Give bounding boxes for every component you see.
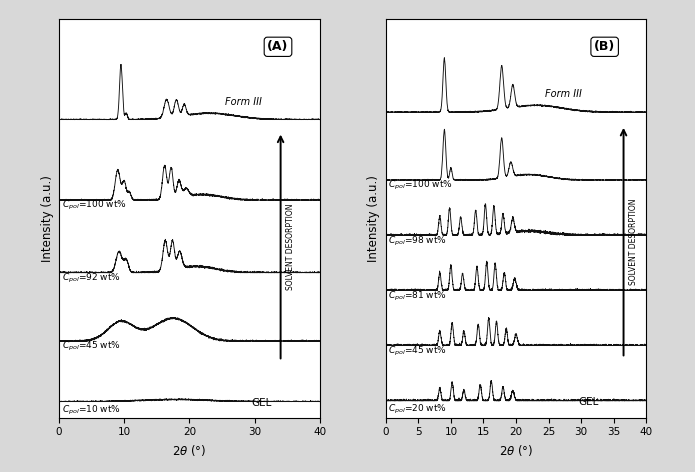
Text: $C_{pol}$=10 wt%: $C_{pol}$=10 wt% bbox=[63, 404, 122, 417]
Text: $C_{pol}$=45 wt%: $C_{pol}$=45 wt% bbox=[63, 340, 122, 354]
Text: (B): (B) bbox=[594, 40, 615, 53]
X-axis label: 2$\theta$ (°): 2$\theta$ (°) bbox=[499, 443, 533, 458]
Text: Form III: Form III bbox=[546, 89, 582, 100]
Text: GEL: GEL bbox=[252, 397, 272, 408]
Text: $C_{pol}$=100 wt%: $C_{pol}$=100 wt% bbox=[63, 199, 127, 212]
Text: $C_{pol}$=100 wt%: $C_{pol}$=100 wt% bbox=[388, 179, 452, 193]
X-axis label: 2$\theta$ (°): 2$\theta$ (°) bbox=[172, 443, 206, 458]
Text: Form III: Form III bbox=[225, 98, 262, 108]
Text: $C_{pol}$=81 wt%: $C_{pol}$=81 wt% bbox=[388, 290, 447, 303]
Text: (A): (A) bbox=[268, 40, 288, 53]
Text: SOLVENT DESORPTION: SOLVENT DESORPTION bbox=[629, 198, 638, 285]
Text: $C_{pol}$=92 wt%: $C_{pol}$=92 wt% bbox=[63, 272, 121, 285]
Text: $C_{pol}$=45 wt%: $C_{pol}$=45 wt% bbox=[388, 345, 447, 358]
Text: SOLVENT DESORPTION: SOLVENT DESORPTION bbox=[286, 203, 295, 290]
Text: GEL: GEL bbox=[578, 397, 598, 407]
Y-axis label: Intensity (a.u.): Intensity (a.u.) bbox=[367, 175, 380, 262]
Text: $C_{pol}$=20 wt%: $C_{pol}$=20 wt% bbox=[388, 403, 447, 416]
Text: $C_{pol}$=98 wt%: $C_{pol}$=98 wt% bbox=[388, 235, 447, 247]
Y-axis label: Intensity (a.u.): Intensity (a.u.) bbox=[40, 175, 54, 262]
